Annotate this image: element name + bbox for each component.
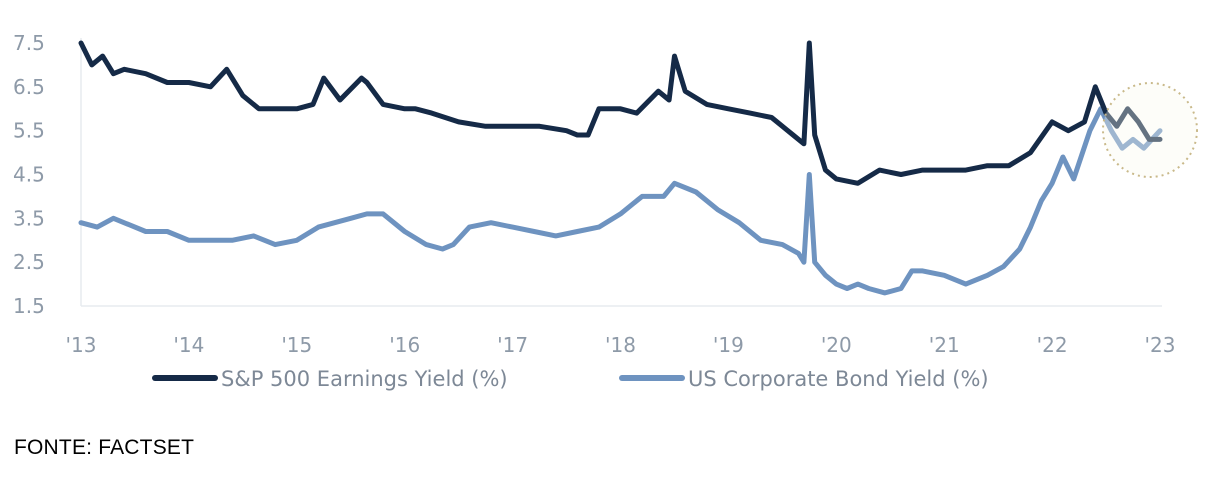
x-axis-ticks: '13 '14 '15 '16 '17 '18 '19 '20 '21 '22 '23 [66,333,1176,357]
series-line-bond-yield [78,106,1163,296]
x-tick-label: '15 [281,333,312,357]
x-tick-label: '16 [389,333,420,357]
x-tick-label: '21 [929,333,960,357]
legend-item-bond-yield: US Corporate Bond Yield (%) [619,367,989,391]
y-tick-label: 7.5 [13,31,45,55]
y-tick-label: 6.5 [13,75,45,99]
y-tick-label: 4.5 [13,163,45,187]
y-axis-ticks: 7.5 6.5 5.5 4.5 3.5 2.5 1.5 [13,31,45,318]
legend-label: S&P 500 Earnings Yield (%) [221,367,508,391]
x-tick-label: '23 [1145,333,1176,357]
x-tick-label: '19 [713,333,744,357]
legend-item-earnings-yield: S&P 500 Earnings Yield (%) [152,367,508,391]
y-tick-label: 2.5 [13,250,45,274]
y-tick-label: 1.5 [13,294,45,318]
x-tick-label: '18 [605,333,636,357]
y-tick-label: 3.5 [13,206,45,230]
legend-label: US Corporate Bond Yield (%) [688,367,989,391]
series-lines [78,40,1163,296]
source-note: FONTE: FACTSET [14,436,195,459]
x-tick-label: '20 [821,333,852,357]
y-tick-label: 5.5 [13,119,45,143]
series-line-earnings-yield [78,40,1163,186]
x-tick-label: '13 [66,333,97,357]
legend: S&P 500 Earnings Yield (%) US Corporate B… [152,367,989,391]
x-tick-label: '14 [173,333,204,357]
x-tick-label: '17 [497,333,528,357]
highlight-circle [1102,82,1198,178]
x-tick-label: '22 [1037,333,1068,357]
